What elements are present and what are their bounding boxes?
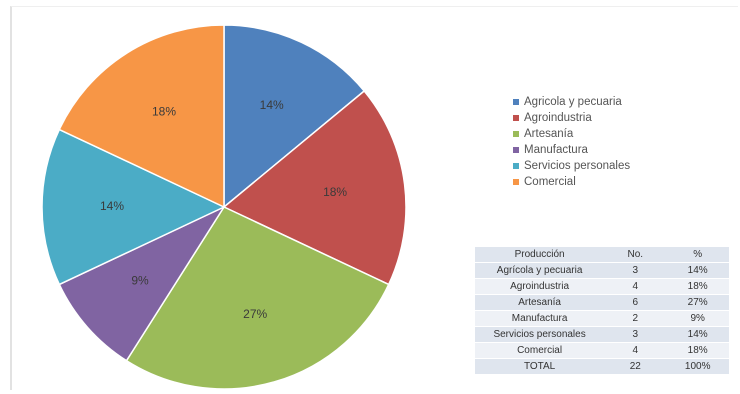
- legend-item: Agricola y pecuaria: [513, 94, 630, 110]
- chart-legend: Agricola y pecuaria Agroindustria Artesaní…: [513, 94, 630, 190]
- table-header-row: Producción No. %: [475, 247, 729, 263]
- legend-label: Artesanía: [524, 128, 573, 140]
- legend-label: Agricola y pecuaria: [524, 96, 622, 108]
- cell-count: 4: [604, 279, 666, 295]
- cell-count: 3: [604, 263, 666, 279]
- cell-percent: 9%: [666, 311, 729, 327]
- slice-percent-label: 18%: [152, 105, 176, 119]
- legend-item: Artesanía: [513, 126, 630, 142]
- header-percent: %: [666, 247, 729, 263]
- legend-swatch: [513, 163, 519, 169]
- cell-count: 2: [604, 311, 666, 327]
- legend-item: Servicios personales: [513, 158, 630, 174]
- cell-percent: 14%: [666, 263, 729, 279]
- cell-produccion: Artesanía: [475, 295, 604, 311]
- cell-produccion: Manufactura: [475, 311, 604, 327]
- table-row: Agrícola y pecuaria 3 14%: [475, 263, 729, 279]
- cell-produccion: Servicios personales: [475, 327, 604, 343]
- table-row: Agroindustria 4 18%: [475, 279, 729, 295]
- table-row: Servicios personales 3 14%: [475, 327, 729, 343]
- legend-label: Comercial: [524, 176, 576, 188]
- legend-swatch: [513, 131, 519, 137]
- cell-count: 6: [604, 295, 666, 311]
- cell-produccion: TOTAL: [475, 359, 604, 375]
- pie-chart: 14% 18% 27% 9% 14% 18%: [0, 0, 470, 394]
- table-row: Comercial 4 18%: [475, 343, 729, 359]
- table-row: Artesanía 6 27%: [475, 295, 729, 311]
- table-total-row: TOTAL 22 100%: [475, 359, 729, 375]
- legend-swatch: [513, 179, 519, 185]
- cell-count: 22: [604, 359, 666, 375]
- cell-produccion: Agrícola y pecuaria: [475, 263, 604, 279]
- legend-swatch: [513, 115, 519, 121]
- cell-produccion: Comercial: [475, 343, 604, 359]
- table-row: Manufactura 2 9%: [475, 311, 729, 327]
- legend-label: Agroindustria: [524, 112, 592, 124]
- slice-percent-label: 18%: [323, 185, 347, 199]
- header-count: No.: [604, 247, 666, 263]
- cell-percent: 27%: [666, 295, 729, 311]
- legend-item: Comercial: [513, 174, 630, 190]
- legend-swatch: [513, 99, 519, 105]
- cell-percent: 18%: [666, 279, 729, 295]
- legend-label: Servicios personales: [524, 160, 630, 172]
- legend-label: Manufactura: [524, 144, 588, 156]
- slice-percent-label: 14%: [260, 98, 284, 112]
- slice-percent-label: 9%: [131, 273, 149, 287]
- production-table: Producción No. % Agrícola y pecuaria 3 14%…: [475, 247, 729, 375]
- cell-count: 4: [604, 343, 666, 359]
- cell-percent: 14%: [666, 327, 729, 343]
- slice-percent-label: 27%: [243, 307, 267, 321]
- cell-percent: 100%: [666, 359, 729, 375]
- legend-item: Manufactura: [513, 142, 630, 158]
- cell-count: 3: [604, 327, 666, 343]
- legend-swatch: [513, 147, 519, 153]
- legend-item: Agroindustria: [513, 110, 630, 126]
- header-produccion: Producción: [475, 247, 604, 263]
- cell-produccion: Agroindustria: [475, 279, 604, 295]
- slice-percent-label: 14%: [100, 199, 124, 213]
- cell-percent: 18%: [666, 343, 729, 359]
